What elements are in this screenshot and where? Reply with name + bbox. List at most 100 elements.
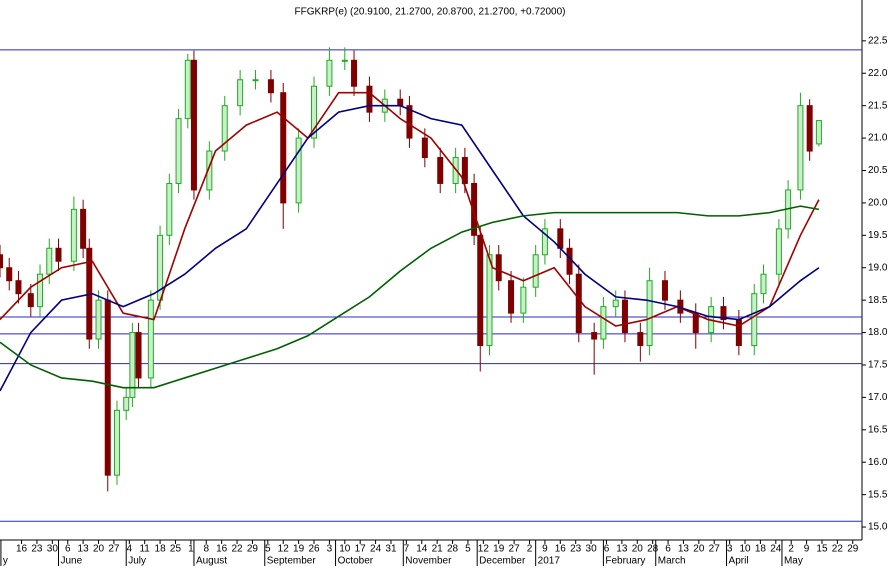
y-tick-label: 21.0 xyxy=(868,133,888,144)
month-label: April xyxy=(729,556,749,566)
candle-body xyxy=(406,105,413,139)
x-tick-label: 6 xyxy=(65,544,71,555)
month-label: March xyxy=(658,556,686,566)
y-tick-label: 15.0 xyxy=(868,522,888,533)
moving-average-line xyxy=(0,91,820,327)
candle-body xyxy=(252,79,259,82)
month-label: June xyxy=(60,556,82,566)
candle-body xyxy=(637,332,644,347)
y-tick-label: 17.5 xyxy=(868,360,888,371)
y-tick-label: 18.5 xyxy=(868,295,888,306)
x-tick-label: 13 xyxy=(78,544,90,555)
candle-body xyxy=(295,137,302,204)
candle-body xyxy=(135,332,142,379)
x-tick-label: 11 xyxy=(139,544,150,555)
x-tick-label: 29 xyxy=(247,544,259,555)
x-tick-label: 21 xyxy=(432,544,444,555)
candle-body xyxy=(15,280,22,295)
candle-body xyxy=(341,59,348,62)
candle-body xyxy=(129,332,136,398)
x-tick-label: 28 xyxy=(447,544,459,555)
x-tick-label: 14 xyxy=(416,544,428,555)
candle-body xyxy=(397,98,404,107)
x-tick-label: 27 xyxy=(709,544,721,555)
x-tick-label: 3 xyxy=(727,544,733,555)
x-tick-label: 6 xyxy=(604,544,610,555)
x-tick-label: 16 xyxy=(555,544,567,555)
x-tick-label: 12 xyxy=(278,544,290,555)
candle-body xyxy=(541,228,548,256)
candle-body xyxy=(206,150,213,191)
x-tick-label: 19 xyxy=(493,544,505,555)
candle-body xyxy=(692,312,699,334)
candle-body xyxy=(113,409,120,476)
x-tick-label: 19 xyxy=(293,544,305,555)
x-tick-label: 8 xyxy=(203,544,209,555)
chart-title: FFGKRP(e) (20.9100, 21.2700, 20.8700, 21… xyxy=(294,7,565,18)
candle-body xyxy=(760,273,767,295)
candle-body xyxy=(815,120,822,145)
x-tick-label: 10 xyxy=(739,544,751,555)
candle-body xyxy=(237,79,244,107)
y-tick-label: 16.5 xyxy=(868,424,888,435)
x-tick-label: 7 xyxy=(404,544,410,555)
y-tick-label: 22.5 xyxy=(868,35,888,46)
x-tick-label: 31 xyxy=(385,544,397,555)
candle-body xyxy=(421,137,428,159)
candle-body xyxy=(147,299,154,379)
candle-body xyxy=(6,267,13,282)
candle-body xyxy=(751,293,758,347)
candle-body xyxy=(471,182,478,236)
x-tick-label: 3 xyxy=(327,544,333,555)
candle-body xyxy=(311,85,318,139)
candle-body xyxy=(806,105,813,152)
candle-body xyxy=(351,59,358,87)
x-tick-label: 26 xyxy=(308,544,320,555)
x-tick-label: 16 xyxy=(216,544,228,555)
candle-body xyxy=(797,105,804,191)
x-tick-label: 23 xyxy=(31,544,43,555)
x-tick-label: 2 xyxy=(788,544,794,555)
x-tick-label: 2 xyxy=(527,544,533,555)
candle-body xyxy=(0,254,3,269)
candle-body xyxy=(55,247,62,262)
candle-body xyxy=(70,208,77,262)
candle-body xyxy=(37,273,44,308)
x-tick-label: 9 xyxy=(542,544,548,555)
candle-body xyxy=(591,332,598,340)
candle-body xyxy=(532,254,539,288)
candle-body xyxy=(566,247,573,275)
x-tick-label: 22 xyxy=(231,544,243,555)
candle-body xyxy=(95,299,102,340)
x-tick-label: 10 xyxy=(339,544,351,555)
x-tick-label: 5 xyxy=(465,544,471,555)
candle-body xyxy=(184,59,191,120)
candle-body xyxy=(27,293,34,308)
candle-body xyxy=(80,208,87,249)
month-label: February xyxy=(605,556,645,566)
x-tick-label: 13 xyxy=(678,544,690,555)
month-label: September xyxy=(267,556,317,566)
month-label: May xyxy=(784,556,803,566)
x-tick-label: 22 xyxy=(832,544,844,555)
y-tick-label: 21.5 xyxy=(868,100,888,111)
candle-body xyxy=(520,286,527,314)
candle-body xyxy=(437,157,444,184)
x-tick-label: 5 xyxy=(265,544,271,555)
y-tick-label: 18.0 xyxy=(868,327,888,338)
x-tick-label: 18 xyxy=(155,544,167,555)
moving-average-line xyxy=(0,205,820,389)
candle-body xyxy=(775,228,782,275)
x-tick-label: 30 xyxy=(586,544,598,555)
candle-body xyxy=(735,319,742,347)
month-label: y xyxy=(3,556,8,566)
x-tick-label: 9 xyxy=(804,544,810,555)
candle-body xyxy=(477,234,484,347)
candle-body xyxy=(267,79,274,94)
candle-body xyxy=(190,59,197,191)
candle-body xyxy=(646,280,653,347)
x-tick-label: 6 xyxy=(665,544,671,555)
x-tick-label: 20 xyxy=(693,544,705,555)
